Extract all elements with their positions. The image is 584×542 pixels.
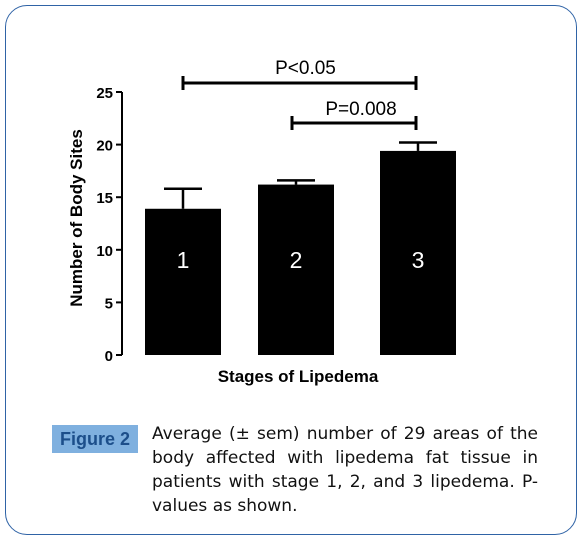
y-tick-label: 5 [105, 295, 113, 312]
bar-stage-1 [145, 208, 221, 355]
y-tick-label: 20 [96, 138, 113, 155]
y-tick-label: 15 [96, 190, 113, 207]
bar-stage-2 [258, 184, 334, 355]
error-bars-group [164, 141, 437, 209]
significance-brackets: P<0.05 P=0.008 [181, 58, 418, 130]
bar-chart: 1 2 3 0 5 10 15 20 25 P<0.05 P=0.008 Number of B… [67, 58, 456, 386]
x-axis-label: Stages of Lipedema [218, 367, 379, 386]
y-tick-label: 0 [105, 348, 113, 365]
y-tick-label: 25 [96, 85, 113, 102]
p-value-label: P=0.008 [325, 99, 396, 120]
figure-caption: Average (± sem) number of 29 areas of th… [152, 424, 538, 516]
bars-group [145, 150, 456, 355]
y-axis-label: Number of Body Sites [67, 129, 86, 307]
y-tick-label: 10 [96, 243, 113, 260]
p-value-label: P<0.05 [275, 58, 336, 79]
y-ticks-group: 0 5 10 15 20 25 [96, 85, 122, 365]
bar-label: 3 [412, 247, 425, 273]
bar-label: 1 [177, 247, 190, 273]
bar-stage-3 [380, 150, 456, 355]
bar-label: 2 [290, 247, 303, 273]
figure-label: Figure 2 [52, 425, 138, 453]
bar-labels-group: 1 2 3 [177, 247, 425, 273]
